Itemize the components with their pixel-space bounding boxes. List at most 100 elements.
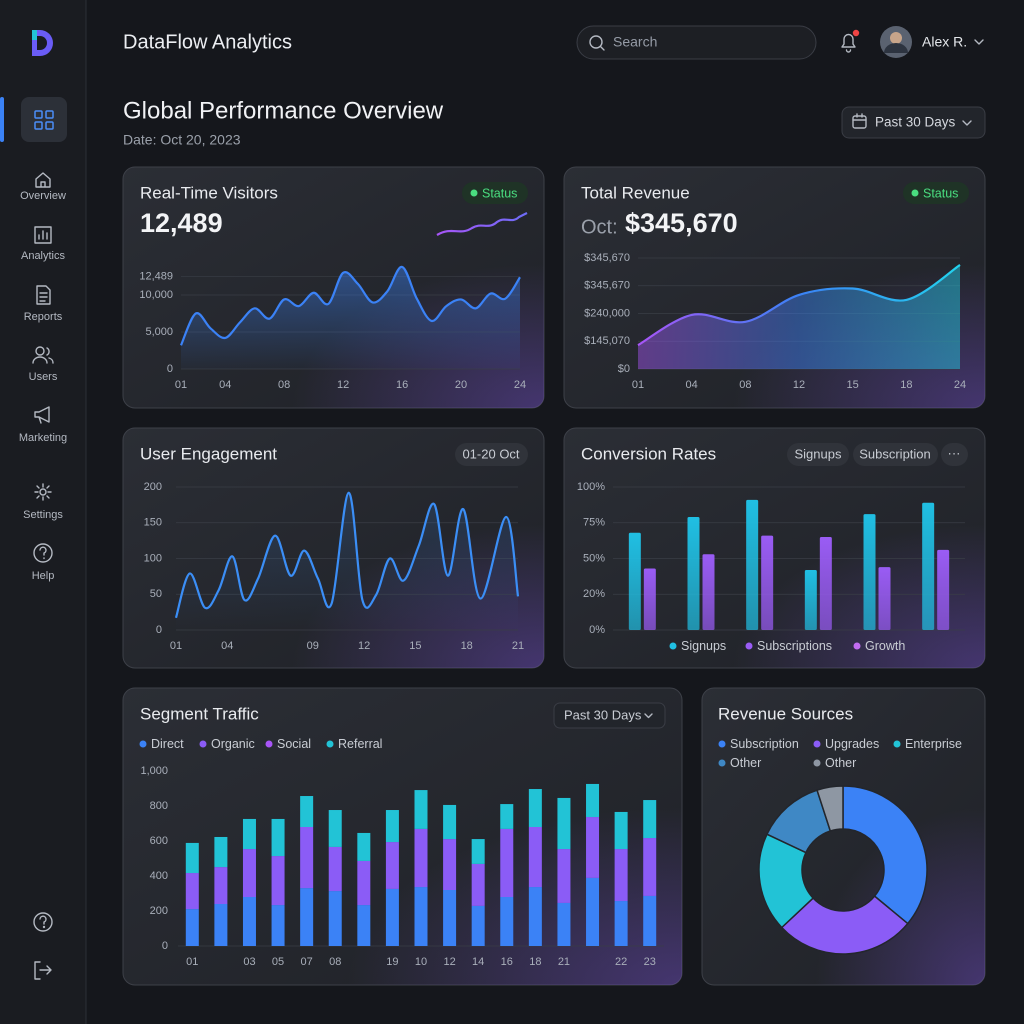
bar-segment (414, 790, 428, 829)
status-text: Status (923, 186, 958, 200)
sidebar (0, 0, 86, 1024)
y-tick-label: 100 (144, 552, 162, 564)
nav-icon[interactable] (34, 406, 50, 424)
nav-label[interactable]: Settings (23, 509, 63, 521)
bar-segment (357, 905, 371, 946)
bar-segment (185, 873, 199, 910)
y-tick-label: 150 (144, 517, 162, 529)
nav-label[interactable]: Overview (20, 190, 66, 202)
user-chevron[interactable] (974, 39, 984, 45)
filter-button-text[interactable]: Signups (795, 446, 842, 461)
bar-segment (328, 846, 342, 892)
brand: DataFlow Analytics (123, 31, 292, 53)
page-date: Date: Oct 20, 2023 (123, 132, 241, 148)
nav-label[interactable]: Help (32, 570, 55, 582)
bar-segment (300, 796, 314, 827)
legend-label: Referral (338, 737, 382, 751)
bar-segment (385, 810, 399, 843)
logo (32, 30, 53, 56)
range-badge (455, 443, 528, 466)
bar-segment (385, 888, 399, 946)
more-button[interactable] (941, 443, 968, 466)
card-title: Revenue Sources (718, 704, 853, 723)
headline-prefix: Oct: (581, 216, 618, 238)
nav-label[interactable]: Users (29, 371, 58, 383)
dropdown-chevron[interactable] (644, 713, 653, 719)
legend-label: Social (277, 737, 311, 751)
bar-segment (443, 804, 457, 840)
search-box[interactable] (576, 25, 817, 60)
y-tick-label: 75% (583, 517, 605, 529)
bar-segment (614, 901, 628, 946)
help-bottom-icon[interactable] (33, 912, 53, 932)
nav-icon[interactable] (34, 226, 52, 244)
legend-label: Signups (681, 639, 726, 653)
nav-icon[interactable] (32, 346, 54, 364)
nav-icon[interactable] (34, 483, 52, 501)
range-label[interactable]: Past 30 Days (875, 115, 956, 130)
filter-button[interactable] (787, 443, 849, 466)
bell-icon[interactable] (841, 33, 856, 53)
dropdown-text[interactable]: Past 30 Days (564, 707, 642, 722)
avatar[interactable] (880, 26, 912, 58)
card-title: Conversion Rates (581, 444, 716, 463)
y-tick-label: $345,670 (584, 280, 630, 292)
bar-segment (214, 904, 228, 946)
bar-segment (414, 828, 428, 888)
y-tick-label: 0 (156, 624, 162, 636)
nav-label[interactable]: Marketing (19, 432, 67, 444)
x-tick-label: 08 (739, 379, 751, 391)
x-tick-label: 08 (329, 956, 341, 968)
bar-segment (271, 856, 285, 906)
nav-icon[interactable] (36, 285, 51, 305)
legend-swatch (669, 642, 677, 650)
donut-slice (816, 785, 844, 832)
bar-segment (328, 810, 342, 847)
user-name[interactable]: Alex R. (922, 34, 967, 50)
line (637, 264, 961, 347)
notification-dot (852, 29, 860, 37)
y-tick-label: 200 (144, 481, 162, 493)
area (176, 492, 518, 630)
more-button-text[interactable]: ··· (948, 445, 961, 460)
legend-swatch (265, 740, 273, 748)
filter-button[interactable] (853, 443, 938, 466)
range-button[interactable] (841, 106, 986, 139)
bar-segment (500, 897, 514, 946)
x-tick-label: 05 (272, 956, 284, 968)
bar-segment (471, 863, 485, 906)
x-tick-label: 15 (847, 379, 859, 391)
nav-label[interactable]: Analytics (21, 250, 66, 262)
x-tick-label: 24 (954, 379, 966, 391)
nav-label[interactable]: Reports (24, 311, 63, 323)
line (174, 491, 520, 619)
y-tick-label: 10,000 (139, 289, 173, 301)
x-tick-label: 07 (301, 956, 313, 968)
sparkline (436, 212, 528, 236)
dashboard-nav-button[interactable] (21, 97, 67, 142)
x-tick-label: 12 (443, 956, 455, 968)
bar-segment (528, 789, 542, 827)
y-tick-label: $240,000 (584, 307, 630, 319)
logout-icon[interactable] (34, 961, 52, 980)
x-tick-label: 04 (219, 379, 231, 391)
range-chevron[interactable] (962, 120, 972, 126)
y-tick-label: 1,000 (140, 765, 168, 777)
legend-swatch (813, 740, 821, 748)
nav-icon[interactable] (33, 543, 53, 563)
bar (819, 537, 832, 630)
bar (643, 568, 656, 630)
bar-segment (557, 797, 571, 850)
card (122, 687, 683, 986)
y-tick-label: 50% (583, 552, 605, 564)
legend-label: Organic (211, 737, 255, 751)
search-placeholder: Search (613, 34, 657, 50)
bar-segment (357, 860, 371, 906)
bar (746, 499, 759, 630)
grid-icon (34, 110, 54, 130)
dropdown[interactable] (553, 702, 666, 729)
bar-segment (242, 818, 256, 850)
nav-icon[interactable] (35, 172, 51, 188)
legend-swatch (745, 642, 753, 650)
filter-button-text[interactable]: Subscription (859, 446, 931, 461)
